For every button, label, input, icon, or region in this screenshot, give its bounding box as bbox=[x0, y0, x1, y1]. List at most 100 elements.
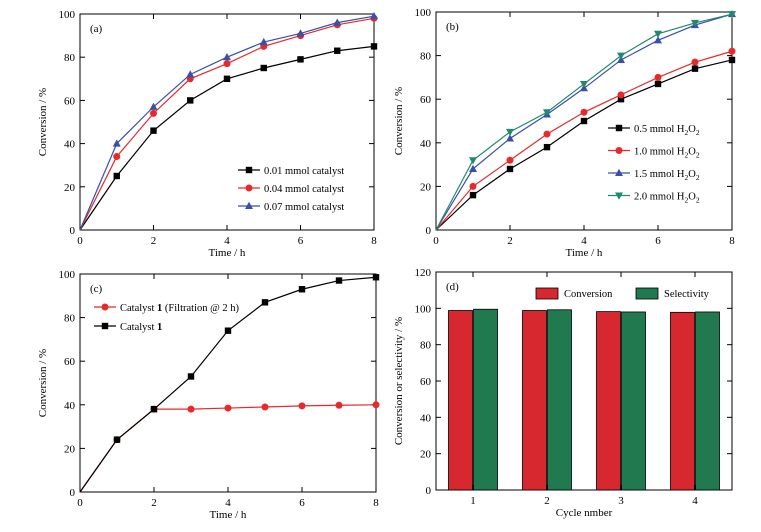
data-point bbox=[654, 80, 662, 88]
data-point bbox=[506, 156, 514, 164]
panel-label: (d) bbox=[446, 281, 459, 293]
data-point bbox=[149, 102, 158, 110]
legend-label: 0.04 mmol catalyst bbox=[264, 184, 344, 195]
data-point bbox=[370, 11, 378, 20]
data-point bbox=[150, 405, 158, 413]
data-point bbox=[112, 139, 121, 147]
y-tick-label: 100 bbox=[59, 9, 76, 21]
data-point bbox=[150, 109, 157, 117]
data-point bbox=[223, 75, 231, 82]
legend-label: 0.07 mmol catalyst bbox=[264, 202, 344, 213]
x-tick-label: 2 bbox=[544, 495, 550, 507]
data-point bbox=[617, 96, 625, 103]
y-axis-label: Conversion or selectivity / % bbox=[393, 317, 405, 445]
x-tick-label: 2 bbox=[507, 235, 513, 247]
data-point bbox=[259, 37, 268, 46]
data-point bbox=[506, 134, 514, 142]
data-point bbox=[113, 172, 120, 180]
x-axis-label: Cycle nmber bbox=[556, 507, 613, 519]
data-point bbox=[691, 19, 699, 28]
data-point bbox=[113, 436, 121, 443]
x-tick-label: 4 bbox=[225, 497, 231, 509]
data-point bbox=[543, 109, 551, 117]
x-tick-label: 6 bbox=[299, 497, 305, 509]
legend-label: Catalyst 1 bbox=[120, 322, 162, 333]
x-tick-label: 3 bbox=[618, 495, 624, 507]
data-point bbox=[298, 402, 306, 410]
data-point bbox=[580, 80, 588, 89]
data-point bbox=[298, 286, 306, 293]
data-point bbox=[469, 164, 477, 172]
legend-entry-2: Selectivity bbox=[635, 287, 710, 300]
y-tick-label: 40 bbox=[64, 400, 76, 412]
series-2: 0.04 mmol catalyst bbox=[79, 14, 378, 231]
data-point bbox=[335, 277, 343, 284]
x-tick-label: 1 bbox=[470, 495, 476, 507]
data-point bbox=[654, 73, 662, 81]
plot-frame bbox=[79, 13, 375, 231]
legend-swatch bbox=[535, 287, 559, 300]
data-point bbox=[580, 108, 588, 116]
y-tick-label: 0 bbox=[70, 225, 76, 237]
series-1: Catalyst 1 (Filtration @ 2 h) bbox=[79, 303, 380, 493]
legend-label: 1.0 mmol H2O2 bbox=[634, 147, 700, 160]
legend-marker bbox=[615, 124, 623, 132]
x-axis-label: Time / h bbox=[210, 509, 247, 521]
series-2: Catalyst 1 bbox=[79, 274, 380, 493]
panel-label: (c) bbox=[90, 283, 103, 295]
y-tick-label: 0 bbox=[426, 225, 432, 237]
x-tick-label: 4 bbox=[692, 495, 698, 507]
x-tick-label: 8 bbox=[729, 235, 735, 247]
y-tick-label: 60 bbox=[420, 94, 432, 106]
chart-panel-1: 0 20 40 60 80 100 Conversion / % Time / h (a) 0 2 4… bbox=[37, 9, 378, 259]
legend-label: 1.5 mmol H2O2 bbox=[634, 169, 700, 182]
data-point bbox=[261, 299, 269, 306]
data-point bbox=[691, 65, 699, 72]
y-tick-label: 100 bbox=[415, 303, 432, 315]
y-tick-label: 40 bbox=[64, 139, 76, 151]
y-tick-label: 0 bbox=[70, 487, 76, 499]
data-point bbox=[223, 60, 231, 68]
y-tick-label: 120 bbox=[415, 267, 432, 279]
y-tick-label: 60 bbox=[64, 95, 76, 107]
legend-marker bbox=[245, 166, 253, 174]
y-tick-label: 80 bbox=[64, 52, 76, 64]
x-tick-label: 8 bbox=[371, 235, 377, 247]
legend-label: 2.0 mmol H2O2 bbox=[634, 192, 700, 205]
legend-marker bbox=[101, 303, 109, 311]
data-point bbox=[296, 29, 305, 37]
legend-label: 0.01 mmol catalyst bbox=[264, 166, 344, 177]
bar-selectivity bbox=[695, 311, 720, 491]
data-point bbox=[150, 127, 157, 134]
data-point bbox=[691, 58, 699, 66]
bar-selectivity bbox=[621, 311, 646, 491]
series-1: 0.01 mmol catalyst bbox=[79, 43, 378, 231]
y-tick-label: 80 bbox=[420, 51, 432, 63]
x-tick-label: 0 bbox=[77, 497, 83, 509]
bar-conversion bbox=[596, 311, 621, 491]
data-point bbox=[186, 70, 195, 78]
y-tick-label: 80 bbox=[64, 313, 76, 325]
legend-entry-1: Conversion bbox=[535, 287, 613, 300]
legend-marker bbox=[615, 192, 623, 200]
data-point bbox=[370, 43, 378, 50]
y-tick-label: 40 bbox=[420, 138, 432, 150]
data-point bbox=[728, 56, 736, 64]
data-point bbox=[469, 157, 477, 165]
chart-panel-3: 0 20 40 60 80 100 Conversion / % Time / h (c) 0 2 4… bbox=[37, 269, 380, 521]
x-tick-label: 0 bbox=[433, 235, 439, 247]
data-point bbox=[543, 143, 551, 151]
data-point bbox=[223, 53, 231, 61]
series-line bbox=[79, 15, 375, 231]
x-tick-label: 0 bbox=[77, 235, 83, 247]
y-tick-label: 100 bbox=[59, 269, 76, 281]
data-point bbox=[224, 327, 232, 334]
data-point bbox=[297, 56, 304, 63]
y-tick-label: 60 bbox=[420, 376, 432, 388]
y-tick-label: 80 bbox=[420, 340, 432, 352]
y-tick-label: 20 bbox=[420, 449, 432, 461]
data-point bbox=[372, 274, 380, 281]
series-2: 1.0 mmol H2O2 bbox=[435, 47, 736, 231]
data-point bbox=[617, 91, 625, 99]
